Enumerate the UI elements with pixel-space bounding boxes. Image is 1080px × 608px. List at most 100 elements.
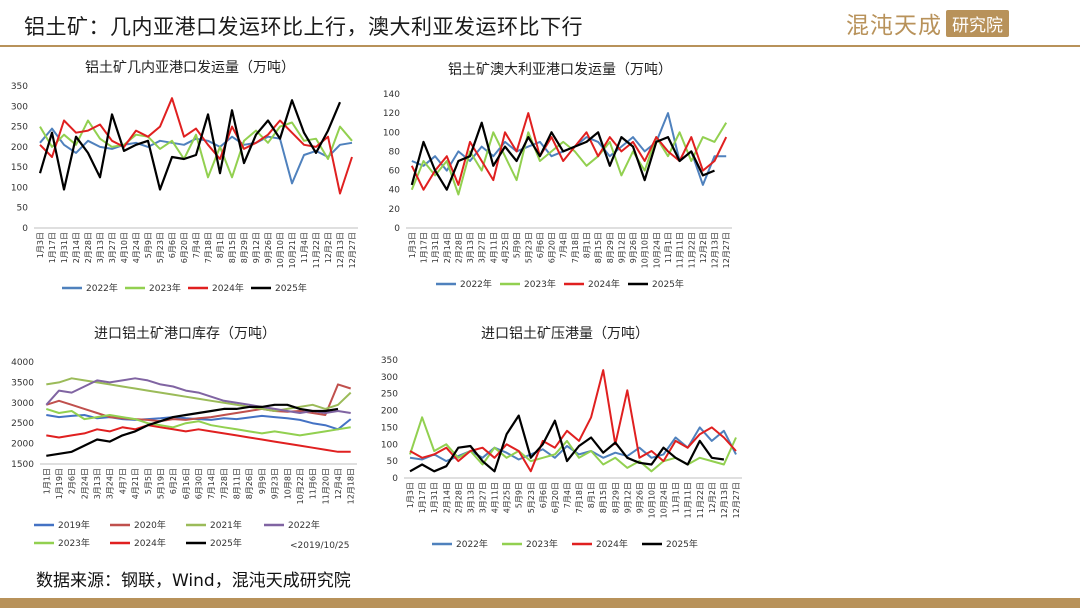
- chart-port-congestion: 进口铝土矿压港量（万吨） 0 50 100 150 200 250 300 350 1月3日 1月1…: [370, 322, 750, 557]
- page-title: 铝土矿：几内亚港口发运环比上行，澳大利亚发运环比下行: [24, 15, 583, 39]
- x-tick-label: 11月1日: [672, 482, 681, 513]
- y-tick-label: 150: [381, 423, 398, 433]
- y-tick-label: 0: [394, 224, 400, 234]
- x-tick-label: 4月11日: [491, 482, 500, 513]
- chart-guinea-shipments: 铝土矿几内亚港口发运量（万吨） 0 50 100 150 200 250 300 350 1月3日…: [0, 52, 380, 302]
- series-line-2: [46, 377, 352, 412]
- x-tick-label: 8月11日: [233, 468, 242, 499]
- legend-label: 2022年: [288, 519, 320, 531]
- x-tick-label: 4月10日: [120, 232, 129, 263]
- legend-label: 2023年: [524, 278, 556, 290]
- x-tick-label: 3月13日: [93, 468, 102, 499]
- x-tick-label: 3月13日: [466, 482, 475, 513]
- x-tick-label: 8月15日: [599, 482, 608, 513]
- brand-logo: 混沌天成 研究院: [846, 8, 1009, 39]
- x-tick-label: 11月4日: [300, 232, 309, 263]
- x-tick-label: 2月28日: [454, 232, 463, 263]
- footer-band: [0, 598, 1080, 608]
- x-tick-label: 8月29日: [611, 482, 620, 513]
- x-tick-label: 12月2日: [708, 482, 717, 513]
- series-line-0: [39, 127, 353, 185]
- legend-label: 2024年: [212, 282, 244, 294]
- y-tick-label: 3000: [11, 399, 34, 409]
- x-tick-label: 9月12日: [252, 232, 261, 263]
- x-tick-label: 6月20日: [548, 232, 557, 263]
- chart-australia-shipments: 铝土矿澳大利亚港口发运量（万吨） 0 20 40 60 80 100 120 140 1月3日 1月…: [370, 52, 750, 302]
- y-tick-label: 0: [22, 224, 28, 234]
- legend-label: 2024年: [596, 538, 628, 550]
- x-tick-label: 9月12日: [623, 482, 632, 513]
- x-tick-label: 6月6日: [539, 482, 548, 508]
- x-tick-label: 9月26日: [635, 482, 644, 513]
- x-tick-label: 5月19日: [156, 468, 165, 499]
- x-tick-label: 6月6日: [536, 232, 545, 258]
- x-tick-label: 3月27日: [478, 232, 487, 263]
- legend-label: 2022年: [460, 278, 492, 290]
- series-line-3: [409, 414, 725, 473]
- legend-label: 2022年: [86, 282, 118, 294]
- x-tick-label: 10月10日: [641, 232, 650, 268]
- x-tick-label: 7月28日: [220, 468, 229, 499]
- logo-box-text: 研究院: [946, 9, 1009, 37]
- x-tick-label: 10月10日: [276, 232, 285, 268]
- x-tick-label: 9月12日: [617, 232, 626, 263]
- x-tick-label: 12月4日: [334, 468, 343, 499]
- y-tick-label: 3500: [11, 378, 34, 388]
- y-tick-label: 200: [381, 407, 398, 417]
- x-tick-label: 9月23日: [271, 468, 280, 499]
- y-tick-label: 300: [11, 102, 28, 112]
- x-tick-label: 5月9日: [513, 232, 522, 258]
- legend-label: 2024年: [588, 278, 620, 290]
- x-tick-label: 2月28日: [84, 232, 93, 263]
- x-tick-label: 1月1日: [42, 468, 51, 494]
- x-tick-label: 9月26日: [629, 232, 638, 263]
- legend-label: 2023年: [149, 282, 181, 294]
- y-tick-label: 2000: [11, 440, 34, 450]
- x-tick-label: 11月11日: [684, 482, 693, 518]
- x-tick-label: 11月22日: [687, 232, 696, 268]
- header-divider: [0, 45, 1080, 47]
- series-line-4: [45, 407, 351, 437]
- x-tick-label: 12月27日: [348, 232, 357, 268]
- x-tick-label: 4月25日: [501, 232, 510, 263]
- y-tick-label: 60: [389, 167, 401, 177]
- x-tick-label: 8月26日: [245, 468, 254, 499]
- x-tick-label: 12月13日: [720, 482, 729, 518]
- x-tick-label: 5月23日: [527, 482, 536, 513]
- y-tick-label: 40: [389, 186, 401, 196]
- x-tick-label: 2月6日: [68, 468, 77, 494]
- x-tick-label: 1月17日: [418, 482, 427, 513]
- x-tick-label: 2月28日: [454, 482, 463, 513]
- chart-svg: 进口铝土矿压港量（万吨） 0 50 100 150 200 250 300 350 1月3日 1月1…: [381, 326, 742, 550]
- legend-label: 2020年: [134, 519, 166, 531]
- y-tick-label: 150: [11, 163, 28, 173]
- x-tick-label: 10月24日: [652, 232, 661, 268]
- x-tick-label: 3月13日: [96, 232, 105, 263]
- data-source-note: 数据来源：钢联，Wind，混沌天成研究院: [36, 571, 351, 591]
- series-line-1: [410, 122, 728, 196]
- x-tick-label: 2月14日: [443, 232, 452, 263]
- x-tick-label: 12月13日: [711, 232, 720, 268]
- y-tick-label: 250: [11, 123, 28, 133]
- x-tick-label: 2月14日: [72, 232, 81, 263]
- x-tick-label: 12月2日: [699, 232, 708, 263]
- x-tick-label: 8月29日: [606, 232, 615, 263]
- x-tick-label: 8月15日: [228, 232, 237, 263]
- x-tick-label: 12月18日: [347, 468, 356, 504]
- y-tick-label: 200: [11, 143, 28, 153]
- legend-label: 2024年: [134, 537, 166, 549]
- chart-title: 进口铝土矿港口库存（万吨）: [94, 326, 276, 342]
- y-tick-label: 100: [383, 128, 400, 138]
- x-tick-label: 3月27日: [478, 482, 487, 513]
- x-tick-label: 12月27日: [722, 232, 731, 268]
- x-tick-label: 5月5日: [144, 468, 153, 494]
- x-tick-label: 3月24日: [106, 468, 115, 499]
- x-tick-label: 1月31日: [60, 232, 69, 263]
- x-tick-label: 6月2日: [169, 468, 178, 494]
- x-tick-label: 1月31日: [430, 482, 439, 513]
- series-line-2: [39, 97, 353, 195]
- x-tick-label: 1月17日: [419, 232, 428, 263]
- x-tick-label: 4月25日: [503, 482, 512, 513]
- x-tick-label: 10月21日: [288, 232, 297, 268]
- x-tick-label: 8月1日: [216, 232, 225, 258]
